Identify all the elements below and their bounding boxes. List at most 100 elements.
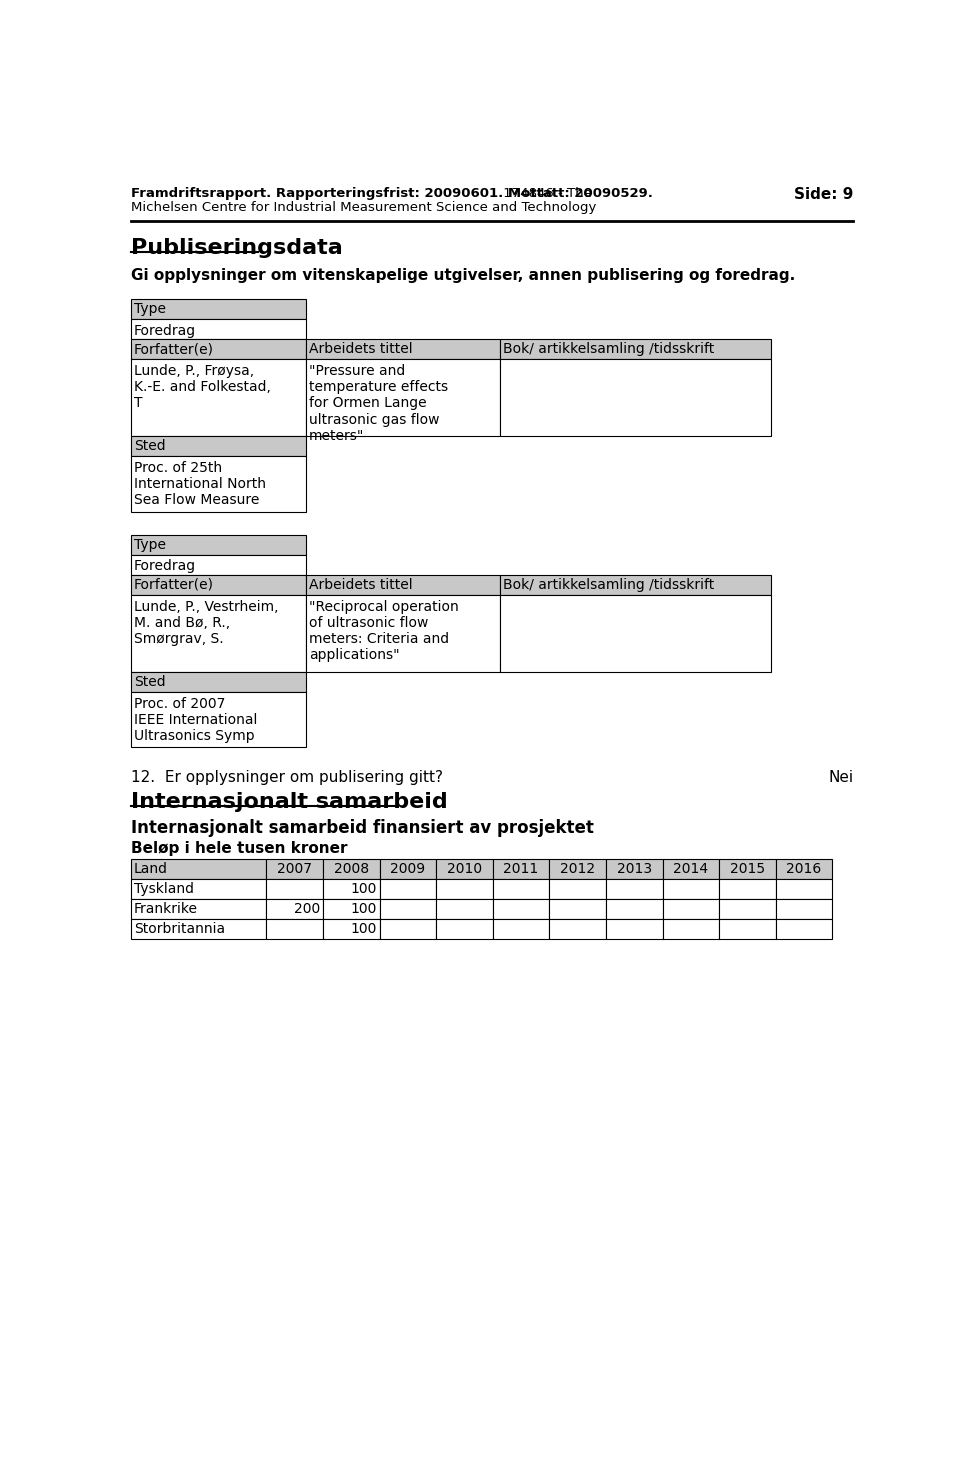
Bar — [131, 899, 267, 920]
Text: Forfatter(e): Forfatter(e) — [134, 578, 214, 593]
Bar — [324, 899, 379, 920]
Text: Sted: Sted — [134, 675, 165, 689]
Bar — [379, 879, 436, 899]
Bar — [324, 860, 379, 879]
Text: 2010: 2010 — [447, 863, 482, 876]
Bar — [131, 555, 306, 575]
Text: Framdriftsrapport. Rapporteringsfrist: 20090601. Mottatt: 20090529.: Framdriftsrapport. Rapporteringsfrist: 2… — [131, 186, 653, 200]
Bar — [776, 860, 832, 879]
Bar — [606, 879, 662, 899]
Text: "Reciprocal operation
of ultrasonic flow
meters: Criteria and
applications": "Reciprocal operation of ultrasonic flow… — [309, 600, 459, 662]
Bar — [492, 920, 549, 939]
Text: 100: 100 — [350, 902, 376, 917]
Text: 174846 - The: 174846 - The — [499, 186, 592, 200]
Text: Foredrag: Foredrag — [134, 324, 196, 337]
Bar — [306, 359, 500, 436]
Text: 100: 100 — [350, 923, 376, 936]
Bar — [500, 596, 771, 672]
Bar — [131, 535, 306, 555]
Bar — [776, 899, 832, 920]
Text: 2016: 2016 — [786, 863, 822, 876]
Text: Publiseringsdata: Publiseringsdata — [131, 238, 343, 258]
Bar — [549, 899, 606, 920]
Text: Proc. of 2007
IEEE International
Ultrasonics Symp: Proc. of 2007 IEEE International Ultraso… — [134, 697, 257, 742]
Bar — [267, 860, 324, 879]
Text: Michelsen Centre for Industrial Measurement Science and Technology: Michelsen Centre for Industrial Measurem… — [131, 201, 596, 214]
Bar — [324, 920, 379, 939]
Text: 2011: 2011 — [503, 863, 539, 876]
Text: Arbeidets tittel: Arbeidets tittel — [309, 578, 413, 593]
Text: 100: 100 — [350, 882, 376, 896]
Bar — [719, 920, 776, 939]
Bar — [549, 920, 606, 939]
Bar — [131, 920, 267, 939]
Text: Land: Land — [134, 863, 168, 876]
Text: Gi opplysninger om vitenskapelige utgivelser, annen publisering og foredrag.: Gi opplysninger om vitenskapelige utgive… — [131, 268, 795, 283]
Text: 2014: 2014 — [673, 863, 708, 876]
Text: 2012: 2012 — [560, 863, 595, 876]
Text: Lunde, P., Frøysa,
K.-E. and Folkestad,
T: Lunde, P., Frøysa, K.-E. and Folkestad, … — [134, 364, 271, 411]
Bar — [267, 899, 324, 920]
Bar — [500, 339, 771, 359]
Bar — [379, 860, 436, 879]
Bar — [719, 899, 776, 920]
Bar — [776, 879, 832, 899]
Bar — [776, 920, 832, 939]
Bar — [131, 456, 306, 512]
Bar — [324, 879, 379, 899]
Bar — [306, 339, 500, 359]
Bar — [662, 920, 719, 939]
Text: Type: Type — [134, 538, 166, 552]
Text: 2009: 2009 — [391, 863, 425, 876]
Bar — [492, 879, 549, 899]
Bar — [306, 575, 500, 596]
Bar — [131, 436, 306, 456]
Bar — [131, 879, 267, 899]
Bar — [379, 899, 436, 920]
Text: 12.  Er opplysninger om publisering gitt?: 12. Er opplysninger om publisering gitt? — [131, 770, 443, 785]
Bar — [131, 860, 267, 879]
Bar — [131, 596, 306, 672]
Text: Sted: Sted — [134, 440, 165, 453]
Text: Tyskland: Tyskland — [134, 882, 194, 896]
Bar — [131, 672, 306, 692]
Text: Side: 9: Side: 9 — [794, 186, 853, 202]
Text: Type: Type — [134, 302, 166, 317]
Text: 200: 200 — [294, 902, 320, 917]
Text: Forfatter(e): Forfatter(e) — [134, 342, 214, 356]
Bar — [719, 879, 776, 899]
Text: 2008: 2008 — [334, 863, 369, 876]
Text: Bok/ artikkelsamling /tidsskrift: Bok/ artikkelsamling /tidsskrift — [503, 578, 714, 593]
Text: Frankrike: Frankrike — [134, 902, 198, 917]
Bar — [662, 899, 719, 920]
Bar — [267, 920, 324, 939]
Text: 2013: 2013 — [616, 863, 652, 876]
Bar — [436, 920, 492, 939]
Text: Proc. of 25th
International North
Sea Flow Measure: Proc. of 25th International North Sea Fl… — [134, 461, 266, 508]
Bar — [131, 359, 306, 436]
Bar — [492, 899, 549, 920]
Text: Lunde, P., Vestrheim,
M. and Bø, R.,
Smørgrav, S.: Lunde, P., Vestrheim, M. and Bø, R., Smø… — [134, 600, 278, 645]
Text: Nei: Nei — [828, 770, 853, 785]
Bar — [662, 860, 719, 879]
Bar — [719, 860, 776, 879]
Bar — [131, 320, 306, 339]
Text: Bok/ artikkelsamling /tidsskrift: Bok/ artikkelsamling /tidsskrift — [503, 342, 714, 356]
Bar — [500, 575, 771, 596]
Bar — [606, 920, 662, 939]
Bar — [306, 596, 500, 672]
Bar — [549, 860, 606, 879]
Bar — [500, 359, 771, 436]
Text: Arbeidets tittel: Arbeidets tittel — [309, 342, 413, 356]
Bar — [549, 879, 606, 899]
Bar — [662, 879, 719, 899]
Bar — [436, 879, 492, 899]
Bar — [492, 860, 549, 879]
Text: Storbritannia: Storbritannia — [134, 923, 225, 936]
Text: Beløp i hele tusen kroner: Beløp i hele tusen kroner — [131, 841, 348, 855]
Bar — [436, 899, 492, 920]
Text: 2007: 2007 — [277, 863, 312, 876]
Bar — [131, 339, 306, 359]
Bar — [131, 299, 306, 320]
Bar — [267, 879, 324, 899]
